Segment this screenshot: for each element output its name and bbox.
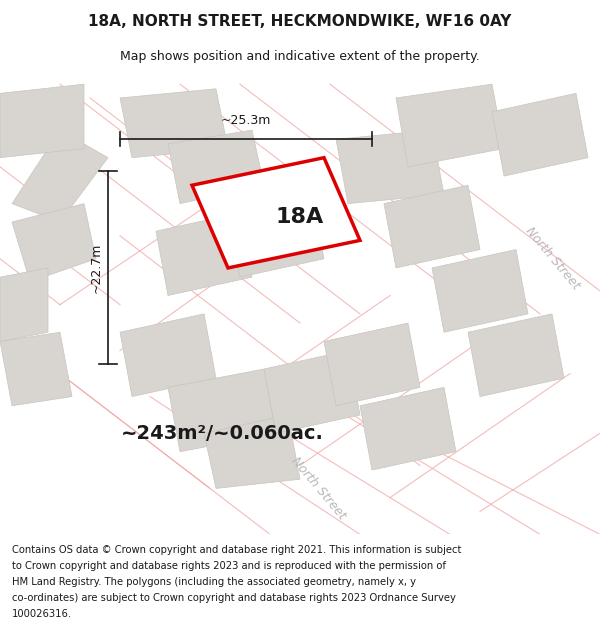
Polygon shape [168,130,264,204]
Polygon shape [396,84,504,167]
Polygon shape [12,204,96,282]
Text: 100026316.: 100026316. [12,609,72,619]
Polygon shape [168,369,276,452]
Polygon shape [468,314,564,397]
Polygon shape [384,185,480,268]
Polygon shape [432,249,528,332]
Polygon shape [120,314,216,397]
Text: Contains OS data © Crown copyright and database right 2021. This information is : Contains OS data © Crown copyright and d… [12,545,461,555]
Text: ~22.7m: ~22.7m [89,242,103,293]
Text: ~243m²/~0.060ac.: ~243m²/~0.060ac. [121,424,323,442]
Polygon shape [204,415,300,489]
Text: Map shows position and indicative extent of the property.: Map shows position and indicative extent… [120,50,480,62]
Text: to Crown copyright and database rights 2023 and is reproduced with the permissio: to Crown copyright and database rights 2… [12,561,446,571]
Text: North Street: North Street [522,225,582,292]
Text: HM Land Registry. The polygons (including the associated geometry, namely x, y: HM Land Registry. The polygons (includin… [12,577,416,587]
Polygon shape [12,130,108,222]
Polygon shape [0,268,48,341]
Polygon shape [120,89,228,158]
Polygon shape [324,323,420,406]
Polygon shape [0,332,72,406]
Polygon shape [192,158,360,268]
Text: co-ordinates) are subject to Crown copyright and database rights 2023 Ordnance S: co-ordinates) are subject to Crown copyr… [12,593,456,603]
Polygon shape [492,93,588,176]
Polygon shape [336,130,444,204]
Polygon shape [228,194,324,277]
Text: ~25.3m: ~25.3m [221,114,271,128]
Polygon shape [0,84,84,158]
Polygon shape [360,388,456,470]
Polygon shape [156,213,252,296]
Polygon shape [264,351,360,433]
Text: 18A: 18A [276,208,324,227]
Text: North Street: North Street [288,455,348,522]
Text: 18A, NORTH STREET, HECKMONDWIKE, WF16 0AY: 18A, NORTH STREET, HECKMONDWIKE, WF16 0A… [88,14,512,29]
